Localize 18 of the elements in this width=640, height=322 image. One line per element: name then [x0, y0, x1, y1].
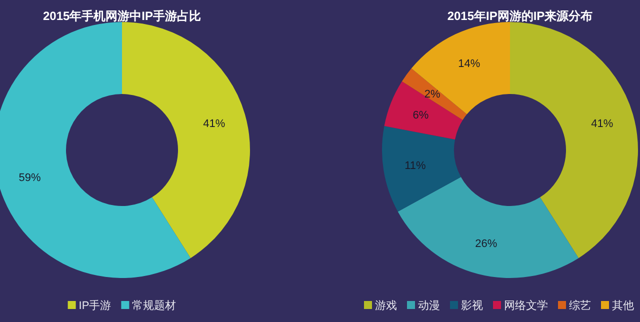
data-label: 41% [203, 118, 226, 130]
data-label: 59% [18, 172, 42, 184]
legend-label: 综艺 [569, 299, 591, 312]
chart-title: 2015年手机网游中IP手游占比 [42, 9, 202, 23]
data-label: 11% [404, 160, 426, 172]
data-label: 41% [591, 118, 614, 130]
legend-label: IP手游 [78, 299, 112, 312]
data-label: 26% [475, 238, 498, 250]
legend-label: 游戏 [375, 299, 397, 312]
legend-label: 网络文学 [504, 299, 548, 312]
legend-label: 动漫 [418, 300, 440, 312]
legend-label: 其他 [612, 299, 634, 312]
chart-title: 2015年IP网游的IP来源分布 [447, 9, 593, 23]
data-label: 6% [412, 110, 429, 122]
legend-label: 常规题材 [132, 299, 176, 312]
legend-label: 影视 [461, 299, 483, 312]
data-label: 2% [424, 88, 440, 101]
data-label: 14% [458, 58, 480, 70]
